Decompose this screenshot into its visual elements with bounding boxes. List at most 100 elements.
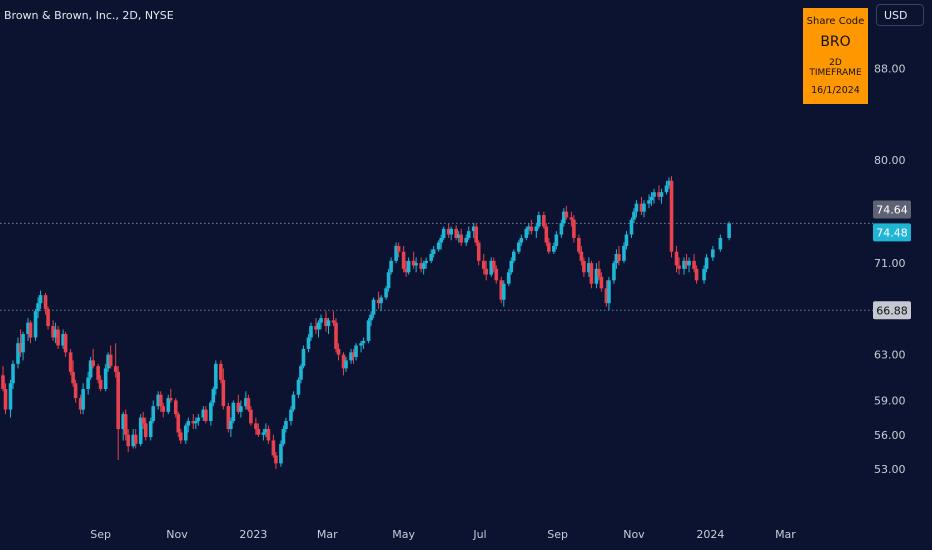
symbol-title[interactable]: Brown & Brown, Inc., 2D, NYSE: [4, 9, 174, 22]
candle-body-110: [386, 272, 391, 289]
candle-body-138: [484, 268, 489, 275]
candle-body-136: [476, 242, 481, 261]
candle-body-144: [506, 272, 511, 284]
candle-body-94: [331, 320, 336, 323]
candle-body-8: [28, 322, 33, 338]
candle-body-86: [301, 348, 306, 367]
candle-body-145: [509, 260, 514, 273]
candle-body-116: [406, 260, 411, 273]
candle-body-122: [429, 253, 433, 261]
candle-body-69: [244, 398, 248, 407]
x-tick-label: Mar: [775, 528, 796, 541]
candle-body-19: [68, 352, 73, 372]
candle-body-163: [572, 219, 576, 238]
candle-body-62: [219, 363, 223, 380]
candle-body-65: [229, 421, 233, 430]
candle-body-36: [126, 434, 130, 447]
candle-body-44: [156, 394, 161, 407]
candle-body-58: [204, 409, 208, 422]
candle-body-67: [236, 402, 241, 412]
candle-body-14: [51, 326, 55, 338]
candle-body-198: [694, 268, 699, 281]
x-tick-label: Mar: [317, 528, 338, 541]
candle-body-117: [411, 260, 416, 266]
candle-body-35: [123, 414, 128, 435]
candle-body-41: [143, 423, 148, 438]
candle-body-107: [376, 299, 381, 304]
candle-body-34: [121, 414, 125, 430]
info-box-ticker: BRO: [820, 34, 851, 51]
candle-body-80: [281, 429, 286, 444]
candle-body-201: [711, 249, 715, 258]
candle-body-29: [103, 368, 108, 389]
candle-body-12: [43, 295, 48, 309]
candle-body-6: [21, 334, 25, 353]
candle-body-23: [81, 388, 85, 410]
candle-body-129: [454, 228, 458, 238]
candle-body-30: [106, 354, 110, 369]
candle-body-61: [214, 363, 218, 389]
candle-body-73: [256, 429, 261, 435]
candle-body-170: [597, 268, 601, 277]
candle-body-92: [324, 318, 328, 327]
candle-body-130: [456, 234, 461, 238]
candle-body-52: [183, 425, 188, 441]
y-tick-label: 71.00: [874, 257, 906, 270]
candle-body-141: [494, 268, 499, 281]
x-tick-label: 2024: [696, 528, 724, 541]
candle-body-169: [594, 268, 599, 284]
candle-body-54: [191, 421, 196, 424]
candle-body-135: [474, 226, 479, 243]
candle-body-140: [491, 260, 496, 269]
candle-body-128: [449, 228, 453, 235]
candle-body-108: [379, 297, 383, 304]
candle-body-20: [71, 371, 75, 384]
candle-body-83: [291, 394, 296, 410]
candle-body-111: [389, 260, 393, 273]
candle-body-124: [436, 242, 441, 250]
candle-body-181: [634, 203, 639, 212]
candle-body-7: [26, 322, 30, 335]
candle-body-37: [131, 434, 135, 447]
y-tick-label: 88.00: [874, 63, 906, 76]
candle-body-168: [589, 263, 594, 284]
candle-body-4: [16, 343, 20, 364]
candle-body-59: [209, 402, 213, 422]
price-tag-current: [873, 223, 911, 242]
candle-body-134: [471, 226, 476, 232]
candle-body-183: [642, 203, 646, 212]
candle-body-182: [639, 203, 644, 212]
candle-body-60: [211, 388, 216, 403]
candle-body-119: [419, 263, 423, 269]
currency-button[interactable]: USD: [876, 4, 924, 26]
candle-body-143: [501, 283, 506, 300]
candle-body-101: [354, 345, 358, 357]
x-tick-label: Nov: [166, 528, 188, 541]
candle-body-142: [499, 280, 504, 300]
candle-body-156: [547, 242, 551, 252]
candle-body-10: [36, 303, 40, 312]
candle-body-55: [193, 421, 198, 424]
candle-body-15: [53, 329, 58, 338]
candle-body-105: [369, 314, 373, 321]
candle-body-75: [264, 429, 268, 433]
candle-body-164: [577, 237, 581, 252]
candle-body-40: [141, 417, 146, 424]
candle-body-22: [78, 398, 83, 410]
candle-body-189: [664, 185, 669, 193]
candle-body-179: [629, 219, 634, 235]
candle-body-103: [361, 340, 366, 344]
candle-body-49: [173, 400, 178, 415]
candle-body-173: [607, 280, 611, 304]
candle-body-63: [221, 379, 226, 407]
candle-body-158: [554, 234, 559, 246]
candle-body-161: [564, 211, 569, 218]
candle-body-121: [424, 260, 428, 264]
candle-body-125: [439, 237, 443, 243]
candle-body-132: [464, 237, 469, 243]
candle-body-78: [274, 455, 278, 464]
price-tag-high: [873, 200, 911, 219]
candle-body-152: [534, 226, 539, 232]
